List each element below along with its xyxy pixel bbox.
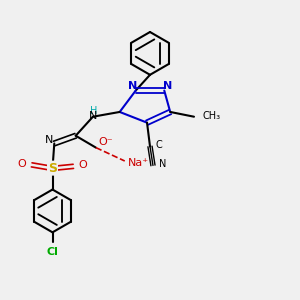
Text: S: S (48, 162, 57, 175)
Text: Na⁺: Na⁺ (128, 158, 149, 168)
Text: O: O (18, 159, 26, 169)
Text: C: C (155, 140, 162, 150)
Text: N: N (89, 111, 97, 121)
Text: O: O (78, 160, 87, 170)
Text: N: N (128, 81, 137, 91)
Text: CH₃: CH₃ (202, 111, 220, 121)
Text: N: N (163, 81, 172, 91)
Text: O⁻: O⁻ (98, 137, 113, 147)
Text: H: H (90, 106, 97, 116)
Text: N: N (159, 159, 166, 169)
Text: N: N (45, 136, 54, 146)
Text: Cl: Cl (46, 247, 58, 257)
